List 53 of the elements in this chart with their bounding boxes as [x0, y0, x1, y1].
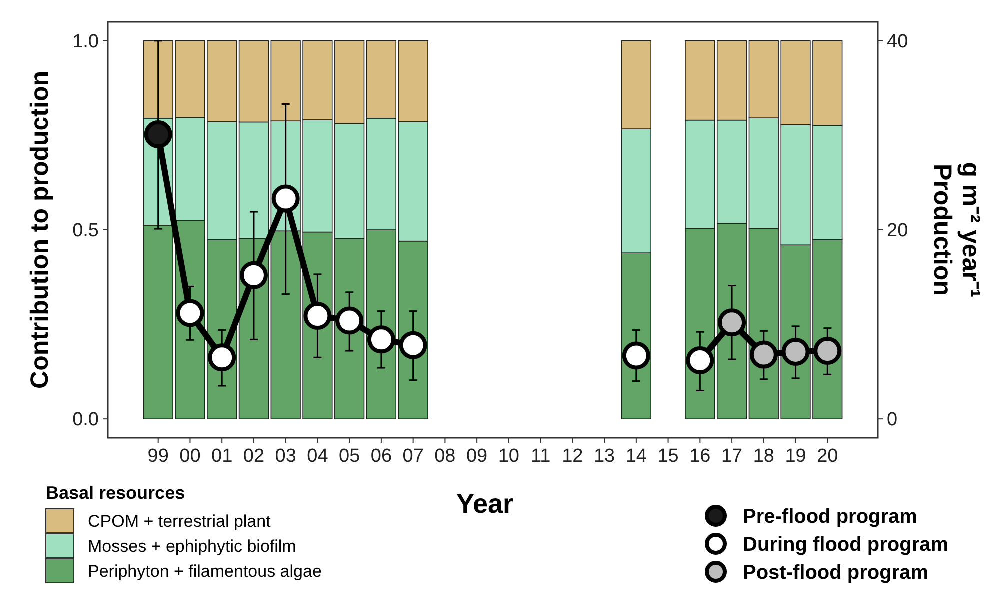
x-axis-title: Year — [456, 489, 514, 519]
legend-label: Mosses + ephiphytic biofilm — [88, 536, 296, 556]
x-tick-label: 07 — [402, 446, 424, 467]
x-tick-label: 19 — [785, 446, 806, 467]
point — [782, 338, 810, 366]
y-tick-label: 0.5 — [72, 220, 99, 242]
y2-tick-label: 20 — [887, 220, 908, 242]
x-tick-label: 05 — [339, 446, 360, 467]
legend-label: Periphyton + filamentous algae — [88, 562, 322, 581]
point — [176, 299, 204, 328]
x-tick-label: 20 — [817, 446, 838, 467]
point — [622, 342, 650, 370]
y-tick-label: 1.0 — [72, 32, 99, 53]
x-tick-label: 18 — [753, 446, 774, 467]
point — [814, 337, 842, 366]
x-tick-label: 08 — [434, 446, 456, 467]
point — [304, 302, 332, 330]
point — [272, 184, 300, 213]
y2-tick-label: 0 — [887, 410, 898, 431]
point — [240, 261, 268, 290]
x-tick-label: 16 — [690, 446, 711, 467]
x-tick-label: 06 — [370, 446, 392, 467]
y-axis-title: Contribution to production — [26, 71, 54, 389]
x-tick-label: 09 — [466, 446, 488, 467]
legend-label: CPOM + terrestrial plant — [88, 512, 272, 531]
x-tick-label: 11 — [530, 446, 551, 467]
point — [144, 120, 172, 149]
legend-label: Post-flood program — [743, 562, 929, 584]
x-tick-label: 01 — [212, 446, 233, 467]
legend-label: Pre-flood program — [743, 506, 918, 528]
x-tick-label: 02 — [243, 446, 265, 467]
x-tick-label: 13 — [594, 446, 616, 467]
point — [336, 306, 364, 335]
point — [750, 340, 778, 369]
point — [367, 326, 396, 354]
y-tick-label: 0.0 — [72, 410, 99, 431]
x-tick-label: 14 — [626, 446, 648, 467]
point — [208, 344, 236, 372]
point — [399, 331, 428, 360]
point — [718, 308, 746, 337]
legend-label: During flood program — [743, 534, 949, 556]
x-tick-label: 04 — [307, 446, 329, 467]
x-tick-label: 00 — [180, 446, 201, 467]
point — [686, 346, 714, 374]
y2-tick-label: 40 — [887, 32, 908, 53]
x-tick-label: 12 — [562, 446, 584, 467]
x-tick-label: 15 — [658, 446, 679, 467]
legend-title: Basal resources — [46, 483, 186, 503]
x-tick-label: 03 — [275, 446, 296, 467]
x-tick-label: 10 — [498, 446, 520, 467]
x-tick-label: 99 — [148, 446, 169, 467]
y2-axis-title: Production g m⁻² year⁻¹ — [928, 162, 985, 298]
x-tick-label: 17 — [721, 446, 743, 467]
